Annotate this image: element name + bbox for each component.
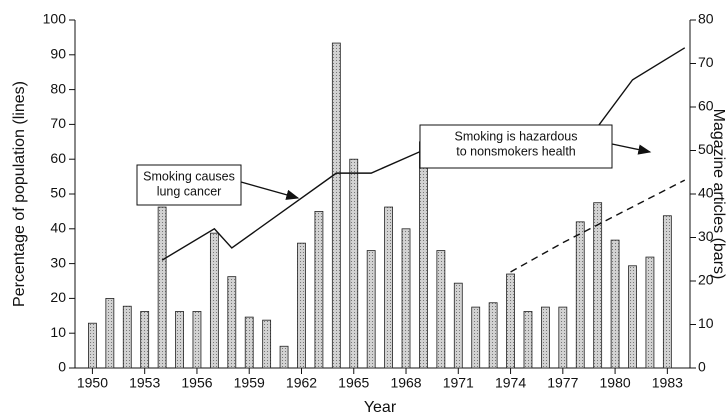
bar bbox=[331, 42, 341, 369]
bar bbox=[105, 297, 115, 369]
bar bbox=[453, 282, 463, 369]
y-tick-label: 40 bbox=[50, 220, 66, 236]
y-tick-label: 50 bbox=[50, 185, 66, 201]
x-tick-label: 1950 bbox=[77, 375, 108, 391]
y-tick-label: 0 bbox=[58, 359, 66, 375]
x-tick-label: 1965 bbox=[338, 375, 369, 391]
bar bbox=[366, 250, 376, 369]
y2-tick-label: 50 bbox=[698, 141, 714, 157]
bar bbox=[540, 306, 550, 369]
bar bbox=[175, 311, 184, 369]
bar bbox=[227, 276, 237, 369]
bar bbox=[244, 316, 254, 369]
y-tick-label: 70 bbox=[50, 115, 66, 131]
annotation-box bbox=[419, 124, 613, 169]
y-tick-label: 100 bbox=[43, 11, 67, 27]
bar bbox=[436, 250, 446, 369]
bar bbox=[297, 242, 306, 369]
y2-tick-label: 30 bbox=[698, 228, 714, 244]
x-tick-label: 1953 bbox=[129, 375, 160, 391]
x-tick-label: 1959 bbox=[234, 375, 265, 391]
y2-tick-label: 80 bbox=[698, 11, 714, 27]
bar bbox=[645, 256, 655, 369]
bar bbox=[192, 311, 202, 369]
x-tick-label: 1962 bbox=[286, 375, 317, 391]
x-tick-label: 1968 bbox=[390, 375, 421, 391]
annotation-text: to nonsmokers health bbox=[456, 144, 576, 158]
bar bbox=[523, 311, 533, 369]
bar bbox=[88, 322, 97, 369]
x-tick-label: 1980 bbox=[600, 375, 631, 391]
x-tick-label: 1977 bbox=[547, 375, 578, 391]
y2-axis-title: Magazine articles (bars) bbox=[710, 109, 727, 280]
x-axis-title: Year bbox=[364, 399, 397, 416]
y-tick-label: 10 bbox=[50, 324, 66, 340]
bar bbox=[419, 141, 428, 369]
line bbox=[161, 47, 686, 261]
bar bbox=[488, 302, 498, 369]
bar bbox=[122, 305, 132, 369]
annotation-arrow bbox=[611, 143, 652, 155]
y-tick-label: 20 bbox=[50, 289, 66, 305]
annotation-text: Smoking causes bbox=[143, 169, 235, 183]
y2-tick-label: 20 bbox=[698, 272, 714, 288]
bar bbox=[593, 202, 603, 369]
annotation-box bbox=[136, 164, 242, 206]
x-tick-label: 1983 bbox=[652, 375, 683, 391]
y-tick-label: 80 bbox=[50, 80, 66, 96]
bar bbox=[506, 273, 515, 369]
annotation-text: lung cancer bbox=[157, 184, 222, 198]
x-tick-label: 1956 bbox=[181, 375, 212, 391]
bar bbox=[628, 265, 637, 369]
x-tick-label: 1974 bbox=[495, 375, 526, 391]
y2-tick-label: 0 bbox=[698, 359, 706, 375]
y-tick-label: 30 bbox=[50, 254, 66, 270]
x-tick-label: 1971 bbox=[443, 375, 474, 391]
bar bbox=[157, 206, 167, 369]
annotation-arrow bbox=[240, 181, 300, 200]
annotation-text: Smoking is hazardous bbox=[455, 129, 578, 143]
y2-tick-label: 10 bbox=[698, 315, 714, 331]
bar bbox=[140, 311, 150, 369]
y-tick-label: 60 bbox=[50, 150, 66, 166]
y2-tick-label: 40 bbox=[698, 185, 714, 201]
y2-tick-label: 60 bbox=[698, 98, 714, 114]
bar bbox=[384, 206, 393, 369]
bar bbox=[471, 306, 481, 369]
bar bbox=[401, 228, 411, 369]
bar bbox=[262, 319, 272, 369]
bar bbox=[610, 239, 620, 369]
bar bbox=[279, 345, 289, 369]
bar bbox=[314, 210, 324, 369]
y2-tick-label: 70 bbox=[698, 54, 714, 70]
bar bbox=[209, 232, 219, 369]
y-axis-title: Percentage of population (lines) bbox=[11, 81, 28, 307]
bar bbox=[349, 158, 359, 369]
bar bbox=[558, 306, 568, 369]
bar bbox=[575, 221, 585, 369]
y-tick-label: 90 bbox=[50, 46, 66, 62]
bar bbox=[662, 215, 672, 369]
